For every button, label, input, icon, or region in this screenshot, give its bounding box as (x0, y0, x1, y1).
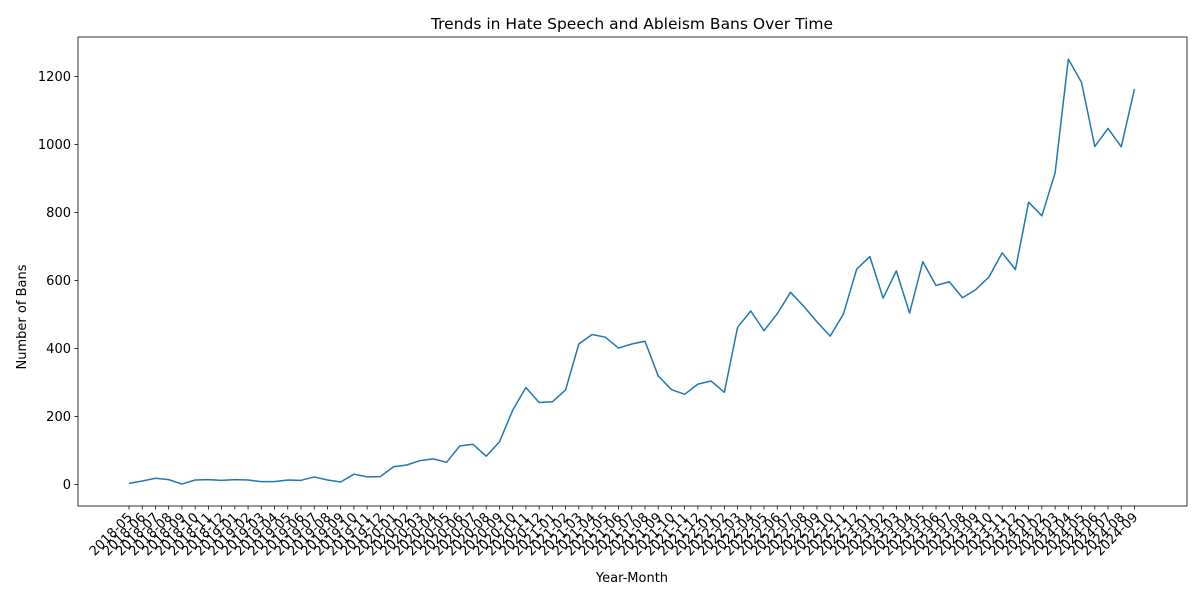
y-tick-label: 600 (46, 274, 71, 289)
x-axis-label: Year-Month (595, 571, 668, 586)
y-tick-label: 200 (46, 410, 71, 425)
axes-frame (77, 36, 1188, 507)
x-axis-ticks: 2018-052018-062018-072018-082018-092018-… (87, 506, 1141, 559)
plot-area (77, 36, 1188, 507)
y-tick-label: 0 (63, 478, 71, 493)
y-tick-label: 1200 (38, 70, 71, 85)
y-tick-label: 800 (46, 206, 71, 221)
y-tick-label: 400 (46, 342, 71, 357)
y-axis-ticks: 0 200 400 600 800 1000 1200 (38, 70, 78, 493)
series-line (128, 58, 1136, 485)
y-tick-label: 1000 (38, 138, 71, 153)
y-axis-label: Number of Bans (15, 264, 30, 369)
chart-title: Trends in Hate Speech and Ableism Bans O… (430, 15, 833, 33)
